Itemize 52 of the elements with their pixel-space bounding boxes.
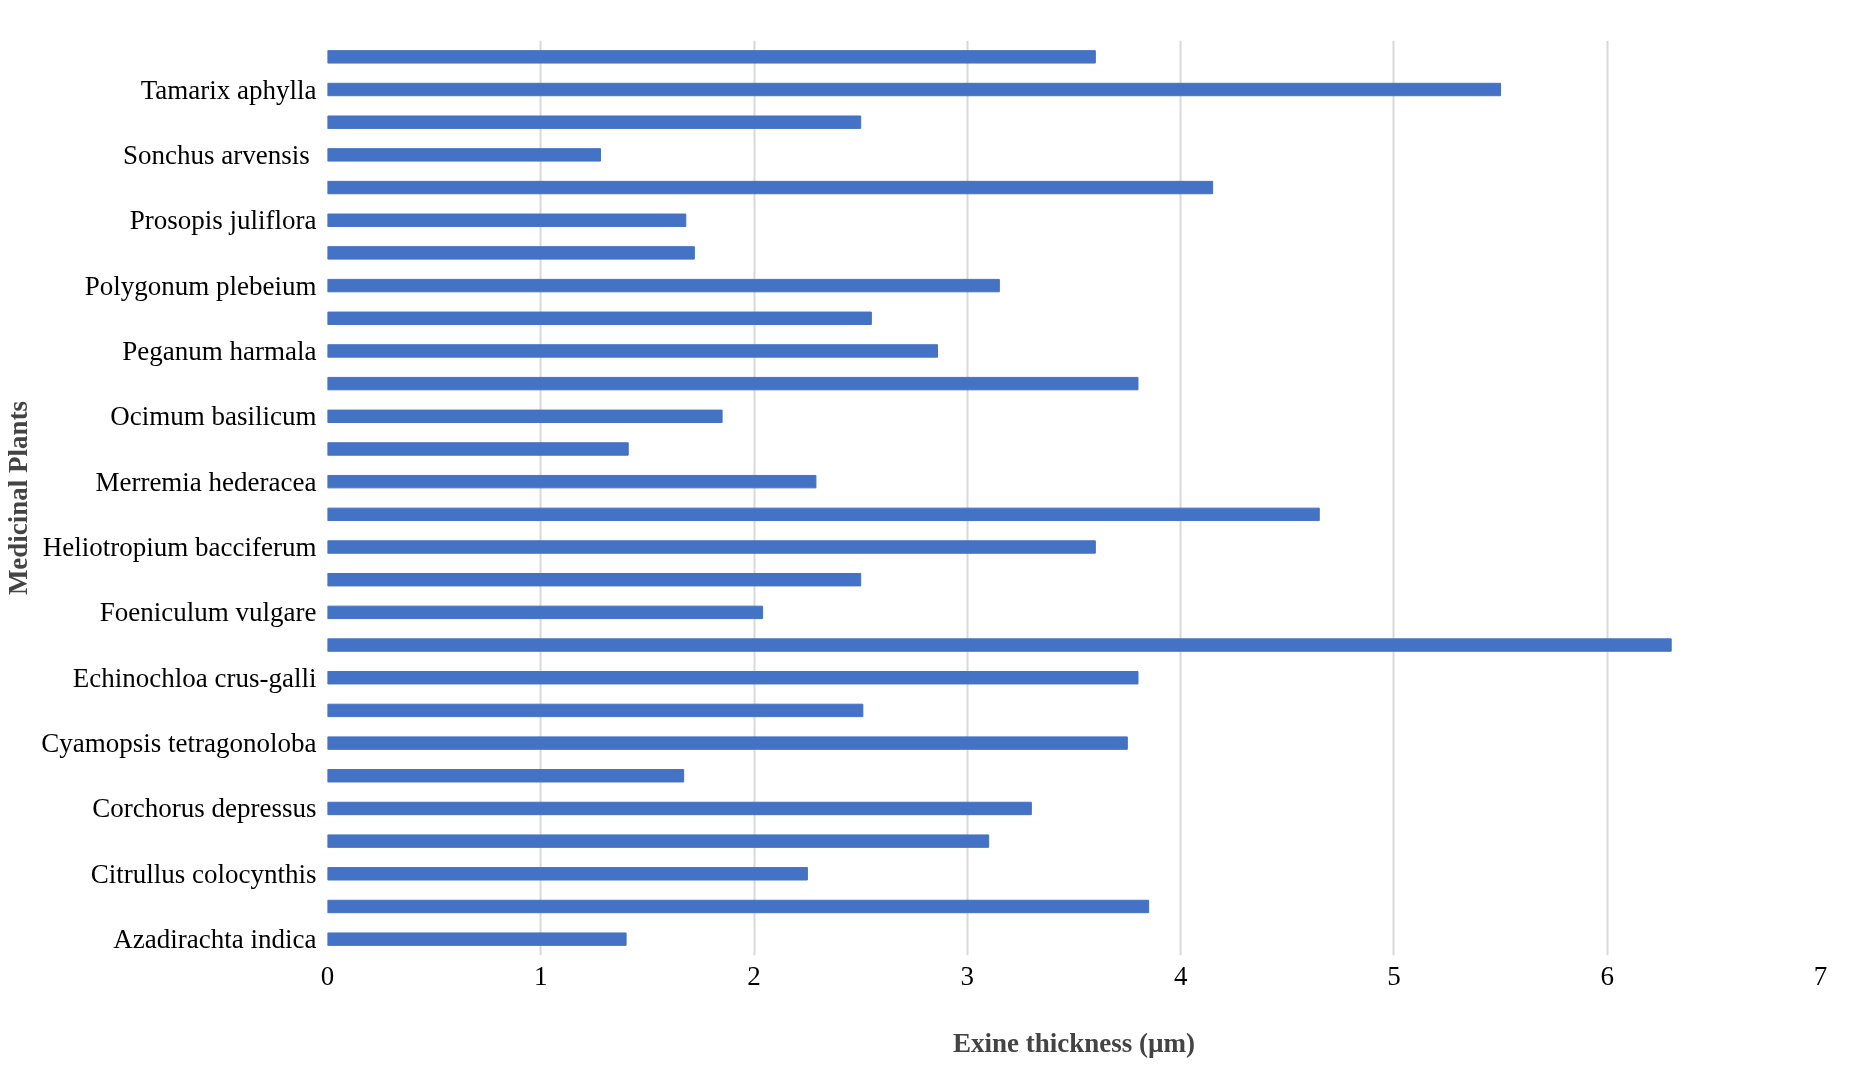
y-tick-label: Tamarix aphylla xyxy=(140,74,317,105)
bar xyxy=(327,474,817,489)
bar xyxy=(327,638,1672,652)
x-tick-label: 6 xyxy=(1600,960,1614,991)
x-tick-label: 1 xyxy=(534,960,548,991)
x-tick-label: 2 xyxy=(747,960,761,991)
bar xyxy=(327,671,1139,685)
bar xyxy=(327,376,1139,391)
bar xyxy=(327,409,723,424)
y-tick-label: Corchorus depressus xyxy=(92,793,317,824)
y-axis-title: Medicinal Plants xyxy=(3,400,34,596)
y-tick-label: Ocimum basilicum xyxy=(110,401,317,432)
bar xyxy=(327,932,627,946)
y-tick-label: Cyamopsis tetragonoloba xyxy=(41,728,317,759)
y-tick-label: Heliotropium bacciferum xyxy=(42,532,317,563)
bar xyxy=(327,180,1214,195)
bar xyxy=(327,82,1502,97)
y-tick-label: Echinochloa crus-galli xyxy=(72,662,317,693)
bar xyxy=(327,507,1320,522)
x-axis-title: Exine thickness (µm) xyxy=(952,1027,1196,1058)
bar xyxy=(327,540,1096,554)
bar xyxy=(327,344,938,358)
bar xyxy=(327,834,990,848)
bar xyxy=(327,736,1128,750)
y-tick-label: Prosopis juliflora xyxy=(129,205,317,236)
bar xyxy=(327,605,764,620)
bar xyxy=(327,278,1000,293)
y-tick-label: Peganum harmala xyxy=(122,335,317,366)
bar xyxy=(327,148,602,162)
y-tick-label: Citrullus colocynthis xyxy=(90,858,317,889)
x-tick-label: 5 xyxy=(1387,960,1401,991)
bar xyxy=(327,442,629,456)
y-tick-label: Azadirachta indica xyxy=(113,924,317,955)
bar xyxy=(327,213,687,227)
bar xyxy=(327,572,862,587)
bar xyxy=(327,703,864,718)
bar xyxy=(327,311,872,325)
bar xyxy=(327,867,808,881)
y-tick-label: Sonchus arvensis xyxy=(123,139,310,170)
x-tick-label: 4 xyxy=(1173,960,1188,991)
y-tick-label: Foeniculum vulgare xyxy=(99,597,317,628)
bar xyxy=(327,769,685,783)
bar xyxy=(327,899,1150,914)
bar xyxy=(327,115,862,129)
x-tick-label: 3 xyxy=(960,960,975,991)
y-tick-label: Polygonum plebeium xyxy=(84,270,317,301)
x-tick-label: 7 xyxy=(1813,960,1828,991)
bar xyxy=(327,50,1096,64)
x-tick-label: 0 xyxy=(320,960,335,991)
bar xyxy=(327,246,695,260)
bar xyxy=(327,801,1032,816)
y-tick-label: Merremia hederacea xyxy=(95,466,317,497)
